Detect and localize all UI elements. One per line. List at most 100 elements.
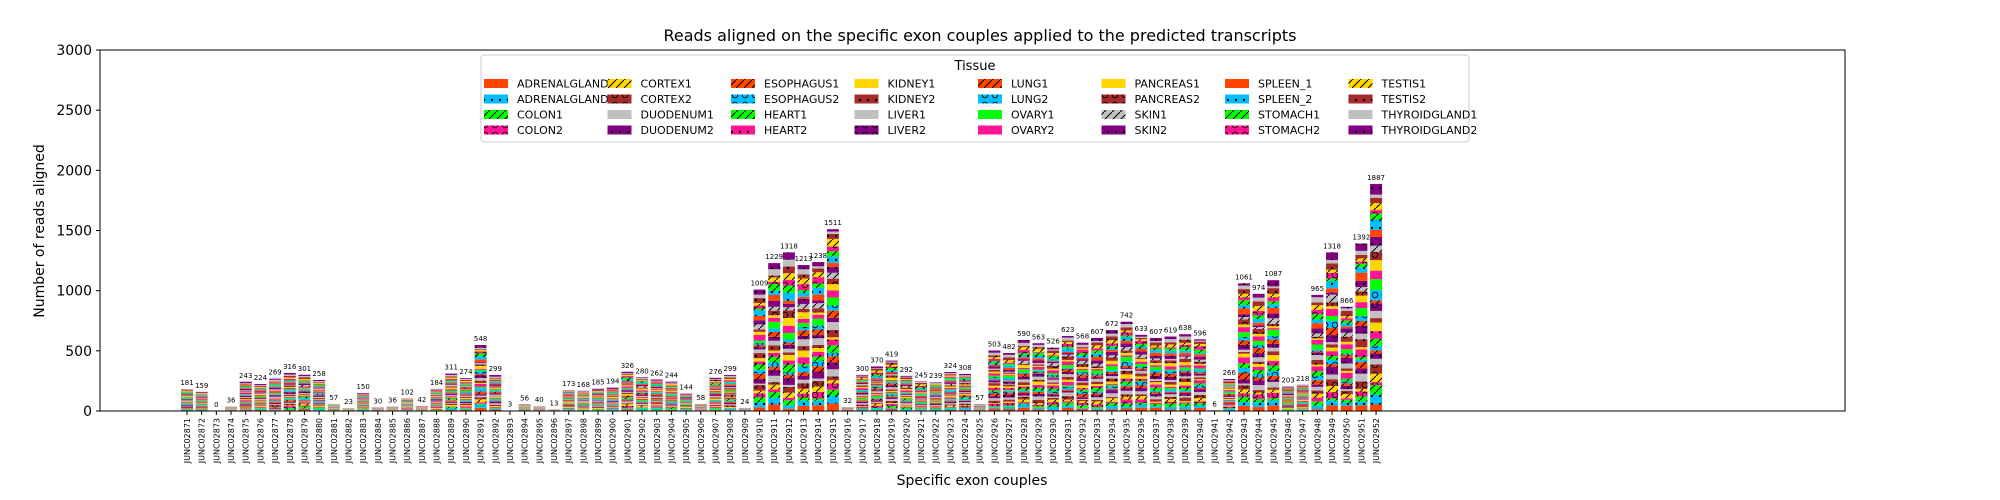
bar-segment <box>724 388 737 390</box>
bar-segment-hatch <box>1047 404 1060 408</box>
bar-segment-hatch <box>1003 406 1016 409</box>
bar-segment <box>636 400 649 402</box>
bar-segment-hatch <box>1149 399 1162 402</box>
bar-segment <box>1047 378 1060 380</box>
bar-segment <box>592 401 605 402</box>
legend-label: ESOPHAGUS2 <box>764 93 839 106</box>
bar-segment <box>269 391 282 393</box>
bar-segment <box>944 389 957 391</box>
bar-segment <box>269 393 282 395</box>
bar-segment-hatch <box>1340 381 1353 384</box>
bar-segment <box>1282 386 1294 388</box>
bar-segment <box>577 399 590 401</box>
bar-segment <box>357 404 370 405</box>
bar-segment-hatch <box>1370 303 1383 311</box>
bar-segment-hatch <box>782 364 795 373</box>
legend-swatch-hatch <box>484 110 508 119</box>
bar-segment <box>606 394 619 395</box>
bar-segment <box>636 392 649 394</box>
bar-segment <box>636 402 649 404</box>
bar-value-label: 1009 <box>751 280 769 288</box>
bar-segment-hatch <box>1237 300 1250 305</box>
bar-value-label: 503 <box>988 340 1001 348</box>
bar-segment <box>826 263 839 268</box>
bar-segment-hatch <box>1003 395 1016 398</box>
bar-segment-hatch <box>1120 378 1133 382</box>
bar-segment <box>650 381 663 383</box>
bar-segment-hatch <box>1179 406 1192 410</box>
bar-segment-hatch <box>1179 393 1192 396</box>
bar-segment <box>636 379 649 381</box>
bar-segment <box>665 389 678 391</box>
bar-segment-hatch <box>1017 349 1030 354</box>
bar-segment <box>826 403 839 411</box>
bar-segment <box>1223 393 1236 394</box>
bar-segment-hatch <box>1164 373 1177 377</box>
bar-segment <box>944 394 957 396</box>
bar-segment <box>1047 349 1060 351</box>
bar-segment <box>430 402 443 403</box>
bar-segment <box>1223 397 1236 398</box>
bar-segment <box>1282 407 1294 409</box>
x-tick-label: JUNC02894 <box>521 418 530 464</box>
bar-segment-hatch <box>1091 337 1104 341</box>
bar-segment <box>181 390 193 392</box>
bar-segment <box>768 404 781 411</box>
bar-segment <box>1193 407 1206 411</box>
bar-segment <box>1370 310 1383 319</box>
bar-segment <box>195 396 208 397</box>
bar-segment <box>592 393 605 395</box>
bar-segment <box>621 408 634 410</box>
bar-segment-hatch <box>959 395 972 398</box>
bar-segment <box>944 373 957 375</box>
bar-segment <box>915 404 927 406</box>
bar-segment <box>724 392 737 395</box>
bar-segment <box>1091 340 1104 343</box>
bar-segment-hatch <box>1061 399 1074 402</box>
bar-segment <box>562 409 575 411</box>
bar-segment <box>313 398 326 400</box>
bar-segment <box>459 403 472 406</box>
bar-segment <box>430 402 443 404</box>
bar-segment-hatch <box>782 279 795 286</box>
bar-segment-hatch <box>1091 342 1104 346</box>
bar-segment <box>254 393 267 395</box>
bar-segment-hatch <box>313 393 326 395</box>
bar-segment <box>181 402 193 404</box>
bar-segment <box>1017 407 1030 411</box>
bar-segment-hatch <box>1193 349 1206 354</box>
bar-segment <box>1047 379 1060 383</box>
bar-segment <box>929 398 942 400</box>
bar-segment <box>900 401 913 403</box>
bar-value-label: 30 <box>373 397 382 405</box>
bar-segment-hatch <box>1076 355 1089 358</box>
bar-segment <box>782 317 795 326</box>
bar-segment <box>459 391 472 394</box>
bar-segment <box>592 403 605 405</box>
bar-segment <box>929 405 942 407</box>
bar-segment <box>826 322 839 330</box>
bar-segment <box>1164 386 1177 389</box>
bar-value-label: 596 <box>1193 329 1207 337</box>
bar-segment <box>1296 407 1309 409</box>
bar-segment-hatch <box>782 339 795 343</box>
bar-segment <box>1267 405 1280 411</box>
bar-segment <box>709 400 722 401</box>
bar-segment <box>283 396 296 397</box>
bar-segment-hatch <box>1135 373 1148 377</box>
bar-segment <box>782 408 795 411</box>
x-tick-label: JUNC02925 <box>976 418 985 464</box>
bar-segment-hatch <box>1032 391 1045 394</box>
bar-segment <box>1237 324 1250 328</box>
bar-segment-hatch <box>753 308 766 311</box>
bar-segment <box>1267 326 1280 329</box>
bar-segment-hatch <box>1091 373 1104 376</box>
bar-segment <box>959 392 972 393</box>
bar-segment <box>298 398 311 400</box>
bar-segment <box>298 374 311 376</box>
bar-segment <box>445 384 458 385</box>
bar-segment <box>592 407 605 409</box>
bar-segment-hatch <box>1311 393 1324 398</box>
bar-segment <box>283 396 296 398</box>
bar-segment <box>724 407 737 409</box>
